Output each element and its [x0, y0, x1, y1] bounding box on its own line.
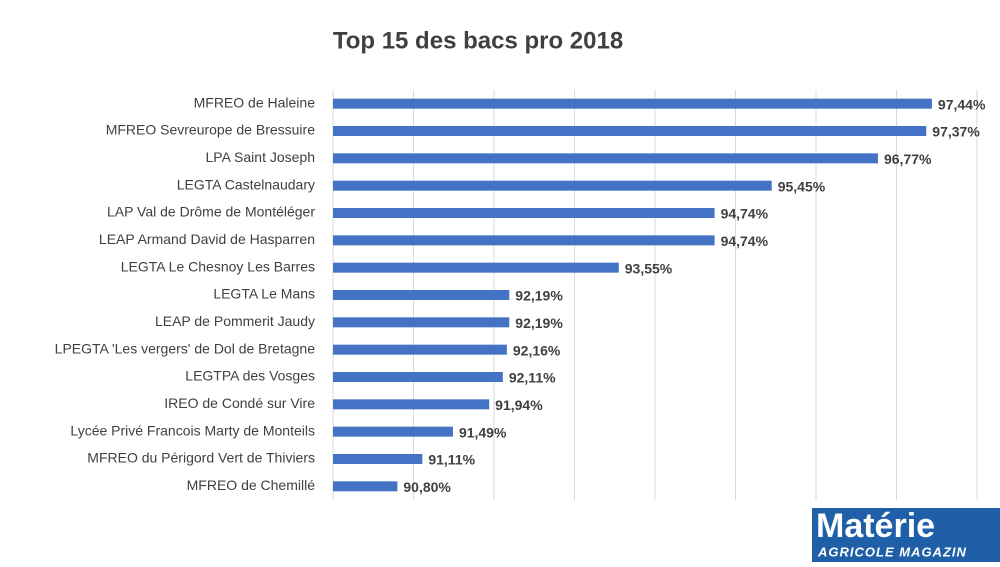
- value-label: 92,19%: [515, 315, 563, 331]
- y-tick-label: MFREO du Périgord Vert de Thiviers: [87, 450, 315, 466]
- value-label: 97,37%: [932, 124, 980, 140]
- value-label: 92,16%: [513, 342, 561, 358]
- y-tick-label: LPEGTA 'Les vergers' de Dol de Bretagne: [55, 340, 316, 356]
- y-tick-label: MFREO de Haleine: [194, 94, 316, 110]
- bar: [333, 317, 510, 328]
- value-label: 91,11%: [428, 452, 475, 468]
- chart-title: Top 15 des bacs pro 2018: [333, 27, 623, 54]
- value-label: 91,49%: [459, 424, 507, 440]
- bar: [333, 290, 510, 300]
- y-tick-label: LEAP Armand David de Hasparren: [99, 231, 315, 247]
- y-tick-label: MFREO Sevreurope de Bressuire: [106, 122, 316, 138]
- y-tick-label: IREO de Condé sur Vire: [164, 395, 315, 411]
- value-label: 93,55%: [625, 260, 673, 276]
- y-tick-label: Lycée Privé Francois Marty de Monteils: [70, 422, 315, 438]
- y-tick-label: LAP Val de Drôme de Montéléger: [107, 204, 315, 220]
- bar: [333, 180, 772, 191]
- bar: [333, 372, 503, 382]
- bar: [333, 235, 715, 246]
- y-tick-label: LEGTPA des Vosges: [185, 368, 315, 384]
- bar: [333, 153, 878, 164]
- y-tick-label: MFREO de Chemillé: [187, 477, 316, 493]
- logo-background: [812, 508, 1000, 562]
- y-tick-label: LPA Saint Joseph: [206, 149, 315, 165]
- bar: [333, 454, 423, 464]
- y-tick-label: LEAP de Pommerit Jaudy: [155, 313, 315, 329]
- y-tick-label: LEGTA Castelnaudary: [177, 176, 315, 192]
- y-tick-label: LEGTA Le Mans: [213, 286, 315, 302]
- value-label: 94,74%: [721, 206, 769, 222]
- bar: [333, 399, 490, 410]
- value-label: 94,74%: [721, 233, 769, 249]
- bar: [333, 126, 927, 136]
- value-label: 96,77%: [884, 151, 932, 167]
- value-label: 92,11%: [509, 370, 556, 386]
- bar: [333, 344, 507, 355]
- value-label: 90,80%: [403, 479, 451, 495]
- value-label: 97,44%: [938, 96, 986, 112]
- logo: Matérie AGRICOLE MAGAZIN: [812, 507, 1000, 562]
- value-label: 91,94%: [495, 397, 543, 413]
- bar: [333, 208, 715, 218]
- value-label: 95,45%: [778, 178, 826, 194]
- logo-subtitle: AGRICOLE MAGAZIN: [817, 544, 967, 559]
- bar: [333, 481, 398, 492]
- value-label: 92,19%: [515, 288, 563, 304]
- logo-title: Matérie: [816, 507, 935, 545]
- bar: [333, 262, 619, 273]
- y-tick-label: LEGTA Le Chesnoy Les Barres: [121, 258, 315, 274]
- bar: [333, 98, 932, 109]
- bar: [333, 426, 453, 437]
